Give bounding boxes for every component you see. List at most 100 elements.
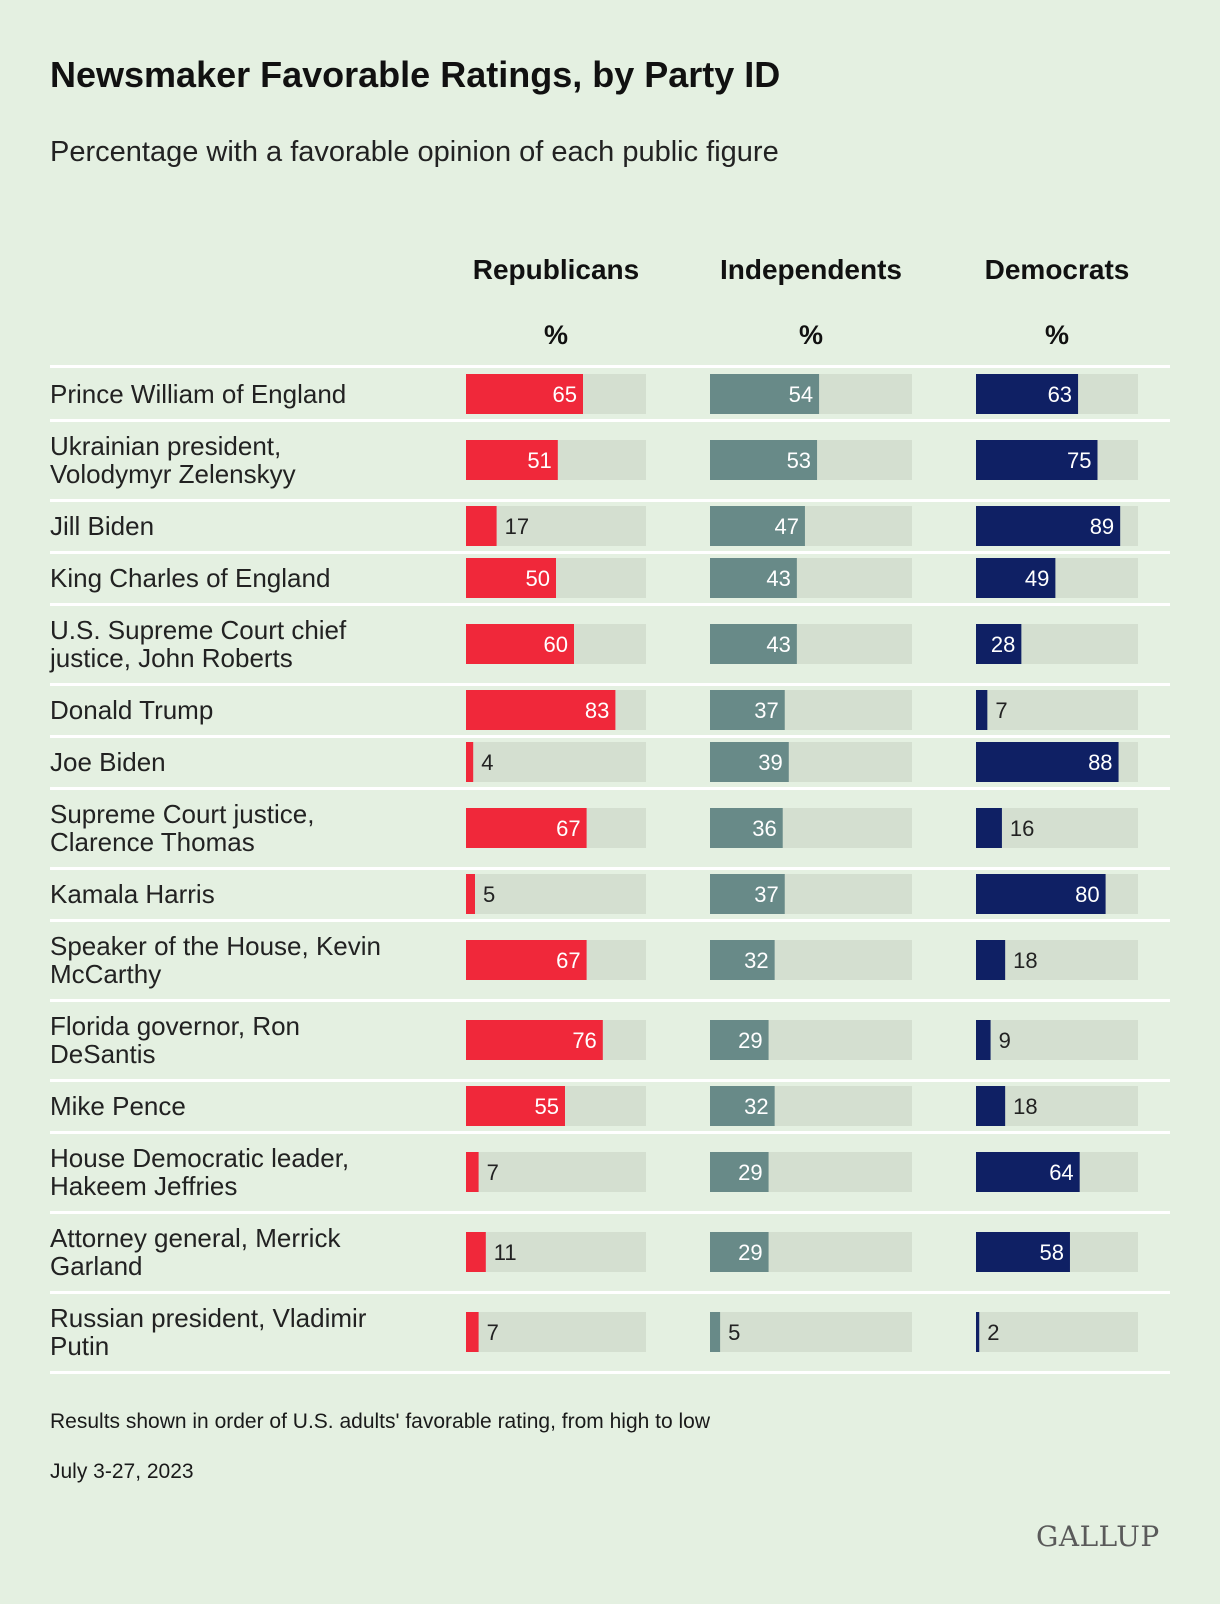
bar-republicans <box>466 624 574 664</box>
value-label-republicans: 11 <box>494 1240 517 1265</box>
value-label-democrats: 88 <box>1088 750 1112 775</box>
row-divider <box>50 1291 1170 1294</box>
row-label: Russian president, Vladimir Putin <box>50 1303 367 1361</box>
row-label-line: Russian president, Vladimir <box>50 1303 367 1333</box>
bar-track-democrats <box>976 1312 1138 1352</box>
bar-democrats <box>976 440 1098 480</box>
row-divider <box>50 1131 1170 1134</box>
value-label-independents: 32 <box>744 948 768 973</box>
row-label: U.S. Supreme Court chief justice, John Ro… <box>49 615 347 673</box>
value-label-republicans: 65 <box>553 382 577 407</box>
value-label-democrats: 58 <box>1039 1240 1063 1265</box>
bar-republicans <box>466 1086 565 1126</box>
row-label-line: House Democratic leader, <box>50 1143 349 1173</box>
column-unit-independents: % <box>798 320 823 350</box>
row-label-line: Clarence Thomas <box>50 827 255 857</box>
value-label-democrats: 63 <box>1048 382 1072 407</box>
bar-republicans <box>466 558 556 598</box>
value-label-republicans: 67 <box>556 816 580 841</box>
column-unit-republicans: % <box>543 320 568 350</box>
bar-democrats <box>976 1232 1070 1272</box>
row-label-line: McCarthy <box>50 959 161 989</box>
value-label-independents: 5 <box>728 1320 740 1345</box>
row-label: Mike Pence <box>50 1091 186 1121</box>
row-label-line: Garland <box>50 1251 143 1281</box>
row-divider <box>50 551 1170 554</box>
row-label-line: King Charles of England <box>50 563 330 593</box>
bar-democrats <box>976 374 1079 414</box>
value-label-republicans: 55 <box>535 1094 559 1119</box>
value-label-independents: 54 <box>789 382 813 407</box>
row-label: Jill Biden <box>50 511 154 541</box>
bar-republicans <box>466 940 587 980</box>
value-label-democrats: 49 <box>1025 566 1049 591</box>
bar-independents <box>710 374 820 414</box>
row-label: Attorney general, Merrick Garland <box>50 1223 341 1281</box>
bar-republicans <box>466 874 475 914</box>
bar-independents <box>710 940 775 980</box>
row-label-line: Volodymyr Zelenskyy <box>50 459 296 489</box>
row-label-line: Ukrainian president, <box>50 431 281 461</box>
bar-independents <box>710 558 797 598</box>
row-label-line: Putin <box>50 1331 109 1361</box>
row-label: Supreme Court justice, Clarence Thomas <box>50 799 314 857</box>
row-label-line: Joe Biden <box>50 747 166 777</box>
value-label-democrats: 18 <box>1013 1094 1037 1119</box>
row-divider <box>50 1211 1170 1214</box>
value-label-independents: 29 <box>738 1240 762 1265</box>
bar-independents <box>710 1232 769 1272</box>
value-label-independents: 36 <box>752 816 776 841</box>
bar-track-republicans <box>466 742 646 782</box>
value-label-independents: 37 <box>754 698 778 723</box>
row-label-line: Mike Pence <box>50 1091 186 1121</box>
bar-democrats <box>976 874 1106 914</box>
bar-republicans <box>466 374 583 414</box>
bar-independents <box>710 1312 721 1352</box>
row-label-line: U.S. Supreme Court chief <box>50 615 347 645</box>
row-divider <box>50 499 1170 502</box>
value-label-democrats: 7 <box>995 698 1007 723</box>
row-divider <box>50 787 1170 790</box>
column-header-democrats: Democrats <box>984 254 1130 285</box>
bar-track-republicans <box>466 1152 646 1192</box>
value-label-democrats: 80 <box>1075 882 1099 907</box>
row-label: Kamala Harris <box>50 879 215 909</box>
value-label-republicans: 4 <box>481 750 493 775</box>
row-label: Speaker of the House, Kevin McCarthy <box>50 931 381 989</box>
bar-republicans <box>466 1232 486 1272</box>
value-label-republicans: 7 <box>487 1320 499 1345</box>
value-label-independents: 37 <box>754 882 778 907</box>
column-header-republicans: Republicans <box>472 254 640 285</box>
bar-track-democrats <box>976 690 1138 730</box>
row-label: House Democratic leader, Hakeem Jeffries <box>50 1143 349 1201</box>
row-label-line: Florida governor, Ron <box>50 1011 300 1041</box>
bar-independents <box>710 808 783 848</box>
value-label-independents: 39 <box>758 750 782 775</box>
bar-independents <box>710 690 785 730</box>
bar-republicans <box>466 808 587 848</box>
row-label: Florida governor, Ron DeSantis <box>50 1011 300 1069</box>
row-divider-top <box>50 365 1170 368</box>
value-label-independents: 29 <box>738 1028 762 1053</box>
row-divider <box>50 419 1170 422</box>
value-label-republicans: 76 <box>572 1028 596 1053</box>
bar-track-republicans <box>466 874 646 914</box>
bar-track-republicans <box>466 1312 646 1352</box>
row-label: Prince William of England <box>50 379 346 409</box>
bar-republicans <box>466 1020 603 1060</box>
bar-independents <box>710 1020 769 1060</box>
bar-republicans <box>466 506 497 546</box>
value-label-democrats: 18 <box>1013 948 1037 973</box>
bar-independents <box>710 1152 769 1192</box>
value-label-republicans: 7 <box>487 1160 499 1185</box>
bar-republicans <box>466 742 474 782</box>
value-label-independents: 43 <box>766 632 790 657</box>
bar-independents <box>710 624 797 664</box>
row-label: King Charles of England <box>50 563 330 593</box>
row-divider <box>50 919 1170 922</box>
value-label-republicans: 5 <box>483 882 495 907</box>
value-label-republicans: 67 <box>556 948 580 973</box>
value-label-independents: 47 <box>774 514 798 539</box>
column-unit-democrats: % <box>1044 320 1069 350</box>
row-divider <box>50 735 1170 738</box>
